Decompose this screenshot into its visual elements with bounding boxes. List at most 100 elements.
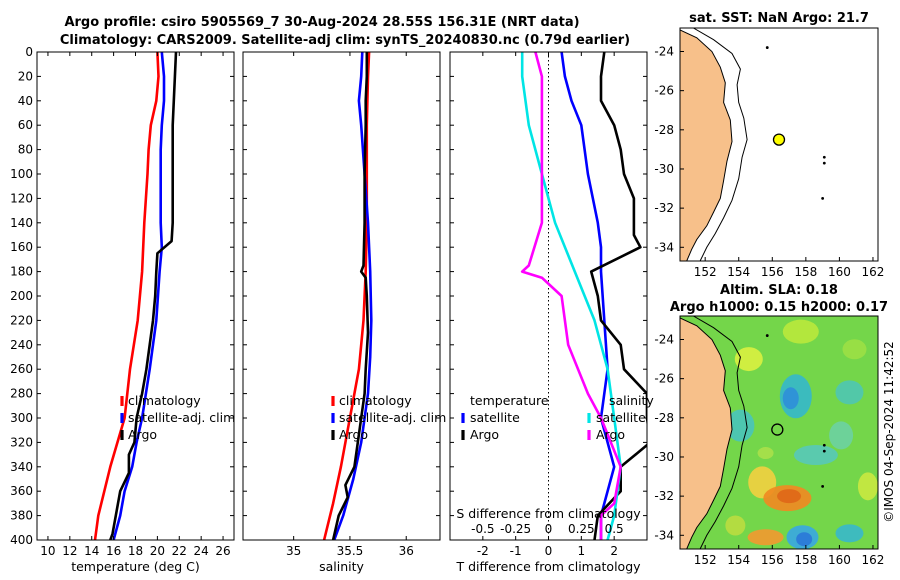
latitude-tick-label: -32 (654, 201, 674, 215)
difference-xlabel: T difference from climatology (455, 559, 641, 574)
difference-xtick-label: -2 (477, 544, 489, 558)
sla-map-contents (680, 316, 878, 549)
salinity-xtick-label: 35.5 (337, 544, 364, 558)
depth-tick-label: 320 (10, 435, 33, 449)
temperature-xtick-label: 14 (84, 544, 99, 558)
sla-anomaly-patch (835, 524, 864, 543)
shelf-contour (693, 316, 748, 549)
temperature-series-satellite-adj-clim (112, 52, 166, 540)
salinity-panel: 35 35.5 36 salinity climatology satellite-adj… (242, 51, 446, 574)
salinity-diff-tick-label: 0.5 (605, 522, 624, 536)
temperature-plot-area (37, 52, 234, 540)
sla-map-title-line1: Altim. SLA: 0.18 (720, 283, 838, 298)
salinity-xlabel: salinity (319, 559, 364, 574)
temperature-series-climatology (93, 52, 160, 540)
difference-top-xlabel: S difference from climatology (456, 506, 641, 521)
difference-xtick-label: 2 (610, 544, 618, 558)
latitude-tick-label: -30 (654, 162, 674, 176)
credit-label: ©IMOS 04-Sep-2024 11:42:52 (882, 341, 896, 523)
difference-series-temperature-Argo (589, 52, 647, 540)
longitude-tick-label: 152 (694, 265, 717, 279)
longitude-tick-label: 156 (761, 265, 784, 279)
temperature-xtick-label: 20 (150, 544, 165, 558)
longitude-tick-label: 156 (761, 553, 784, 567)
depth-tick-label: 40 (18, 94, 33, 108)
depth-tick-label: 60 (18, 118, 33, 132)
island-marker (822, 449, 826, 453)
sst-map-contents (680, 28, 878, 261)
latitude-tick-label: -24 (654, 332, 674, 346)
temperature-xlabel: temperature (deg C) (71, 559, 200, 574)
longitude-tick-label: 162 (862, 265, 885, 279)
latitude-tick-label: -28 (654, 123, 674, 137)
depth-tick-label: 240 (10, 338, 33, 352)
difference-series-salinity-Argo (520, 52, 623, 540)
depth-tick-label: 220 (10, 313, 33, 327)
temperature-lines (93, 52, 178, 540)
longitude-tick-label: 154 (727, 553, 750, 567)
salinity-xtick-label: 35 (286, 544, 301, 558)
longitude-tick-label: 160 (828, 265, 851, 279)
latitude-tick-label: -28 (654, 411, 674, 425)
salinity-series-argo (331, 52, 370, 540)
salinity-lines (322, 52, 373, 540)
depth-tick-label: 200 (10, 289, 33, 303)
sst-map-title: sat. SST: NaN Argo: 21.7 (689, 11, 869, 26)
latitude-tick-label: -26 (654, 84, 674, 98)
latitude-tick-label: -34 (654, 240, 674, 254)
depth-tick-label: 360 (10, 484, 33, 498)
sla-anomaly-patch (857, 472, 878, 501)
island-marker (765, 334, 769, 337)
island-marker (822, 161, 826, 165)
sla-anomaly-patch (725, 515, 746, 536)
depth-tick-label: 300 (10, 411, 33, 425)
legend-label: Argo (128, 427, 157, 442)
legend-label: satellite (470, 410, 520, 425)
sla-anomaly-patch (777, 489, 802, 504)
salinity-diff-tick-label: -0.5 (471, 522, 494, 536)
depth-tick-label: 280 (10, 387, 33, 401)
island-marker (821, 484, 825, 488)
depth-tick-label: 400 (10, 533, 33, 547)
sla-anomaly-patch (782, 387, 799, 410)
legend-label: Argo (596, 427, 625, 442)
longitude-tick-label: 152 (694, 553, 717, 567)
sla-anomaly-patch (793, 445, 838, 466)
temperature-xtick-label: 22 (172, 544, 187, 558)
latitude-tick-label: -30 (654, 450, 674, 464)
temperature-xtick-label: 24 (194, 544, 209, 558)
salinity-series-satellite-adj-clim (332, 52, 373, 540)
island-marker (765, 46, 769, 49)
sla-map-frame (679, 315, 879, 550)
legend-title-salinity: salinity (609, 393, 654, 408)
salinity-diff-tick-label: 0 (545, 522, 553, 536)
sst-map-panel: 152 154 156 158 160 162 -24 -26 -28 -30 -32 -34 sat.… (654, 11, 884, 279)
longitude-tick-label: 158 (794, 553, 817, 567)
sla-anomaly-patch (829, 421, 854, 450)
depth-tick-label: 120 (10, 191, 33, 205)
difference-xtick-label: -1 (510, 544, 522, 558)
figure-title-line1: Argo profile: csiro 5905569_7 30-Aug-202… (64, 15, 579, 30)
longitude-tick-label: 160 (828, 553, 851, 567)
legend-label: satellite (596, 410, 646, 425)
sla-map-title-line2: Argo h1000: 0.15 h2000: 0.17 (670, 300, 888, 315)
legend-label: Argo (470, 427, 499, 442)
shelf-contour (693, 28, 748, 261)
legend-title-temperature: temperature (470, 393, 549, 408)
sla-anomaly-patch (842, 339, 867, 360)
sla-anomaly-patch (734, 347, 763, 372)
latitude-tick-label: -24 (654, 44, 674, 58)
salinity-diff-tick-label: 0.25 (568, 522, 595, 536)
legend-label: Argo (339, 427, 368, 442)
depth-tick-label: 160 (10, 240, 33, 254)
figure-title-line2: Climatology: CARS2009. Satellite-adj cli… (60, 33, 630, 48)
latitude-tick-label: -34 (654, 528, 674, 542)
difference-series-temperature-satellite (560, 52, 616, 540)
temperature-panel: 10 12 14 16 18 20 22 24 260204060801001201401601… (10, 45, 235, 574)
longitude-tick-label: 154 (727, 265, 750, 279)
sla-anomaly-patch (782, 319, 819, 344)
difference-xtick-label: 0 (545, 544, 553, 558)
temperature-xtick-label: 10 (40, 544, 55, 558)
longitude-tick-label: 158 (794, 265, 817, 279)
island-marker (821, 196, 825, 200)
